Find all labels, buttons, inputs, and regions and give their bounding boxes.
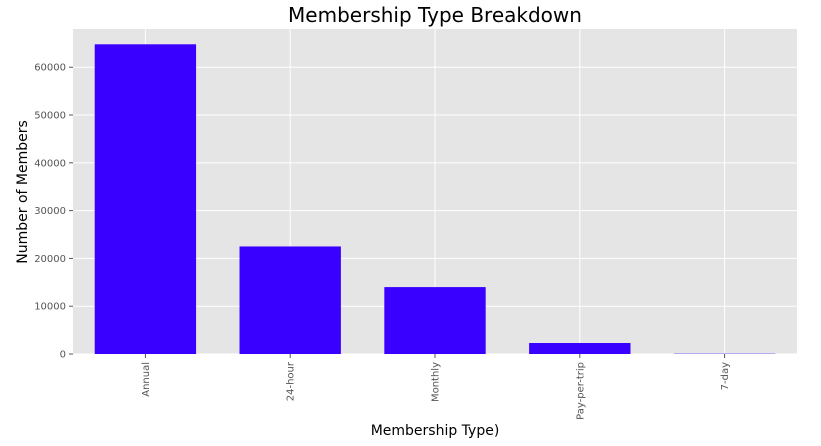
bars bbox=[94, 44, 776, 354]
bar-24-hour bbox=[239, 246, 341, 354]
y-tick-label: 10000 bbox=[34, 302, 66, 313]
x-tick-label: 24-hour bbox=[286, 361, 297, 401]
x-tick-label: 7-day bbox=[720, 362, 731, 390]
y-axis-ticks: 0 10000 20000 30000 40000 50000 60000 bbox=[34, 63, 73, 361]
x-axis-label: Membership Type) bbox=[371, 423, 500, 439]
y-tick-label: 60000 bbox=[34, 63, 66, 74]
bar-pay-per-trip bbox=[529, 343, 631, 354]
y-tick-label: 40000 bbox=[34, 158, 66, 169]
x-tick-label: Annual bbox=[141, 362, 152, 397]
y-tick-label: 50000 bbox=[34, 111, 66, 122]
bar-annual bbox=[94, 44, 197, 354]
x-tick-label: Monthly bbox=[431, 362, 442, 402]
x-axis-ticks: Annual 24-hour Monthly Pay-per-trip 7-day bbox=[141, 354, 731, 420]
y-axis-label: Number of Members bbox=[15, 120, 31, 264]
x-tick-label: Pay-per-trip bbox=[575, 362, 586, 420]
bar-monthly bbox=[384, 287, 486, 354]
y-tick-label: 30000 bbox=[34, 206, 66, 217]
chart-title: Membership Type Breakdown bbox=[288, 3, 582, 27]
y-tick-label: 20000 bbox=[34, 254, 66, 265]
y-tick-label: 0 bbox=[60, 350, 66, 361]
